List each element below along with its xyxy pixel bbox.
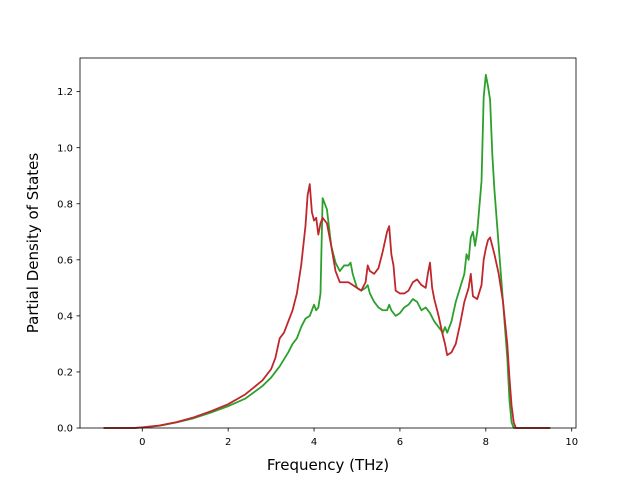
y-tick-label: 0.0: [57, 424, 73, 435]
x-axis-label: Frequency (THz): [267, 456, 389, 474]
series-line-2: [103, 183, 551, 429]
series-line-1: [103, 73, 551, 429]
y-axis: 0.0 0.2 0.4 0.6 0.8 1.0 1.2: [57, 87, 80, 435]
y-tick-label: 0.8: [57, 199, 73, 210]
x-tick-label: 6: [397, 437, 403, 448]
y-tick-label: 1.0: [57, 143, 73, 154]
x-axis: 0 2 4 6 8 10: [139, 428, 578, 448]
y-tick-label: 1.2: [57, 87, 73, 98]
y-tick-label: 0.2: [57, 368, 73, 379]
y-axis-label: Partial Density of States: [24, 153, 42, 334]
x-tick-label: 4: [311, 437, 317, 448]
y-tick-label: 0.6: [57, 255, 73, 266]
x-tick-label: 0: [139, 437, 145, 448]
series-layer: [103, 73, 551, 429]
x-tick-label: 10: [565, 437, 578, 448]
x-tick-label: 8: [483, 437, 489, 448]
axes-frame: [79, 57, 577, 429]
x-tick-label: 2: [225, 437, 231, 448]
y-tick-label: 0.4: [57, 311, 73, 322]
